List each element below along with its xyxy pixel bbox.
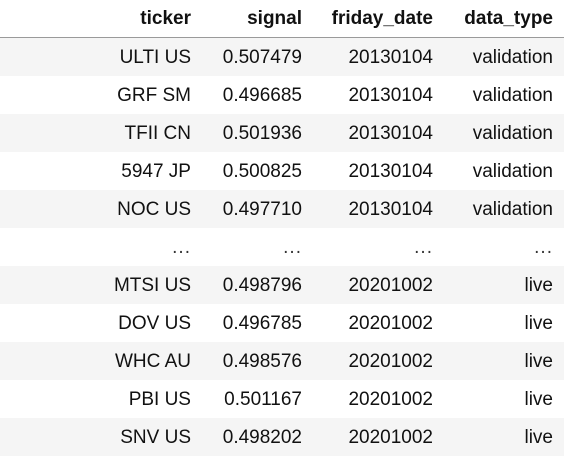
ellipsis-row: ... ... ... ... xyxy=(0,228,564,266)
cell-ticker: 5947 JP xyxy=(0,152,202,190)
header-row: ticker signal friday_date data_type xyxy=(0,0,564,38)
cell-friday-date: 20130104 xyxy=(313,190,444,228)
cell-ellipsis: ... xyxy=(313,228,444,266)
table-row: DOV US 0.496785 20201002 live xyxy=(0,304,564,342)
cell-friday-date: 20201002 xyxy=(313,304,444,342)
cell-friday-date: 20130104 xyxy=(313,37,444,76)
cell-signal: 0.496685 xyxy=(202,76,313,114)
cell-friday-date: 20201002 xyxy=(313,266,444,304)
table-row: TFII CN 0.501936 20130104 validation xyxy=(0,114,564,152)
table-body: ULTI US 0.507479 20130104 validation GRF… xyxy=(0,37,564,456)
table-row: 5947 JP 0.500825 20130104 validation xyxy=(0,152,564,190)
cell-signal: 0.501167 xyxy=(202,380,313,418)
cell-ellipsis: ... xyxy=(444,228,564,266)
table-row: GRF SM 0.496685 20130104 validation xyxy=(0,76,564,114)
cell-ticker: DOV US xyxy=(0,304,202,342)
cell-ticker: WHC AU xyxy=(0,342,202,380)
column-header-data-type: data_type xyxy=(444,0,564,38)
cell-data-type: live xyxy=(444,418,564,456)
table-row: PBI US 0.501167 20201002 live xyxy=(0,380,564,418)
table-row: SNV US 0.498202 20201002 live xyxy=(0,418,564,456)
cell-data-type: live xyxy=(444,266,564,304)
cell-data-type: validation xyxy=(444,114,564,152)
table-row: MTSI US 0.498796 20201002 live xyxy=(0,266,564,304)
cell-signal: 0.497710 xyxy=(202,190,313,228)
cell-signal: 0.498576 xyxy=(202,342,313,380)
cell-friday-date: 20130104 xyxy=(313,152,444,190)
cell-signal: 0.507479 xyxy=(202,37,313,76)
cell-ellipsis: ... xyxy=(202,228,313,266)
cell-ticker: MTSI US xyxy=(0,266,202,304)
cell-signal: 0.496785 xyxy=(202,304,313,342)
cell-signal: 0.501936 xyxy=(202,114,313,152)
cell-ticker: SNV US xyxy=(0,418,202,456)
column-header-friday-date: friday_date xyxy=(313,0,444,38)
cell-ticker: PBI US xyxy=(0,380,202,418)
cell-signal: 0.500825 xyxy=(202,152,313,190)
cell-data-type: live xyxy=(444,304,564,342)
cell-friday-date: 20201002 xyxy=(313,380,444,418)
table-row: ULTI US 0.507479 20130104 validation xyxy=(0,37,564,76)
cell-ticker: TFII CN xyxy=(0,114,202,152)
cell-friday-date: 20201002 xyxy=(313,418,444,456)
cell-data-type: validation xyxy=(444,190,564,228)
cell-data-type: validation xyxy=(444,76,564,114)
table-row: NOC US 0.497710 20130104 validation xyxy=(0,190,564,228)
cell-signal: 0.498202 xyxy=(202,418,313,456)
cell-signal: 0.498796 xyxy=(202,266,313,304)
column-header-ticker: ticker xyxy=(0,0,202,38)
cell-data-type: live xyxy=(444,380,564,418)
cell-friday-date: 20130104 xyxy=(313,76,444,114)
table-header: ticker signal friday_date data_type xyxy=(0,0,564,38)
cell-data-type: validation xyxy=(444,152,564,190)
cell-friday-date: 20130104 xyxy=(313,114,444,152)
cell-data-type: live xyxy=(444,342,564,380)
cell-ticker: ULTI US xyxy=(0,37,202,76)
cell-data-type: validation xyxy=(444,37,564,76)
column-header-signal: signal xyxy=(202,0,313,38)
cell-friday-date: 20201002 xyxy=(313,342,444,380)
cell-ticker: NOC US xyxy=(0,190,202,228)
cell-ellipsis: ... xyxy=(0,228,202,266)
cell-ticker: GRF SM xyxy=(0,76,202,114)
table-row: WHC AU 0.498576 20201002 live xyxy=(0,342,564,380)
